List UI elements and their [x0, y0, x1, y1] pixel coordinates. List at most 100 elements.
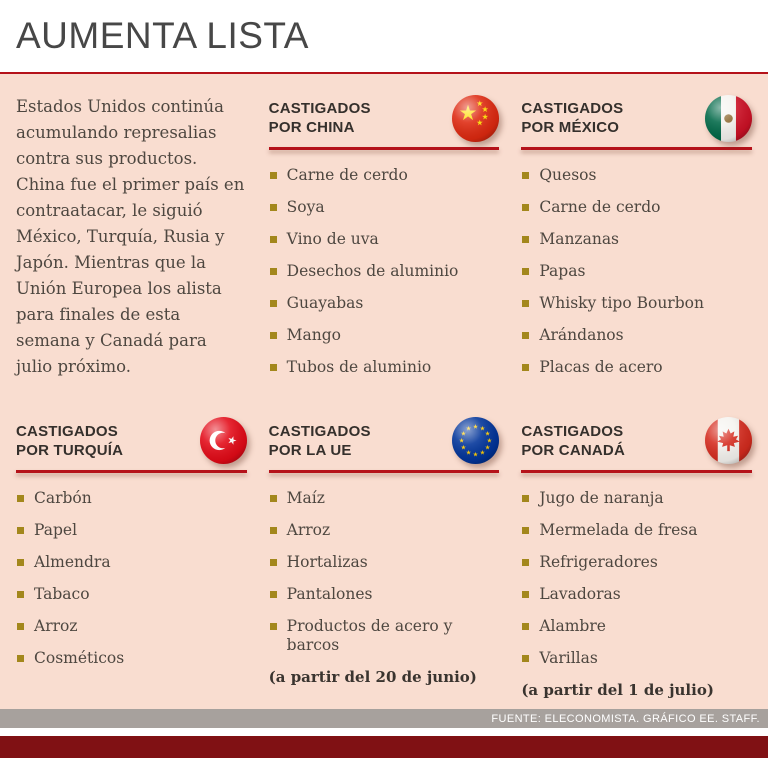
section-underline [521, 147, 752, 150]
section-title: CASTIGADOS POR TURQUÍA [16, 422, 123, 460]
list-item-label: Jugo de naranja [539, 488, 664, 507]
bullet-icon [522, 590, 530, 598]
list-item-label: Almendra [34, 552, 111, 571]
list-item: Quesos [521, 166, 752, 185]
bullet-icon [269, 494, 277, 502]
list-item-label: Arándanos [539, 326, 624, 344]
list-item: Mango [269, 326, 500, 345]
bullet-icon [17, 526, 24, 534]
list-item: Maíz [269, 489, 500, 508]
list-item: Papas [521, 262, 752, 281]
canada-flag-icon [705, 417, 752, 464]
section-title-line2: POR LA UE [268, 441, 352, 459]
bullet-icon [17, 622, 24, 630]
list-item-label: Vino de uva [286, 230, 379, 248]
list-item: Almendra [16, 553, 247, 572]
section-title-line2: POR CANADÁ [521, 441, 625, 459]
product-list: Quesos Carne de cerdo Manzanas Papas Whi… [521, 166, 752, 377]
bullet-icon [17, 494, 24, 502]
product-list: Carne de cerdo Soya Vino de uva Desechos… [269, 166, 500, 377]
section-title: CASTIGADOS POR CANADÁ [521, 422, 625, 460]
list-item-label: Carne de cerdo [286, 166, 408, 184]
footer-gap [0, 728, 768, 736]
list-item-label: Desechos de aluminio [286, 262, 459, 280]
list-item-label: Hortalizas [286, 552, 368, 571]
section-underline [521, 469, 752, 473]
bullet-icon [269, 268, 277, 275]
list-item: Hortalizas [269, 553, 500, 572]
mexico-flag-icon [705, 94, 752, 142]
list-item-label: Papel [34, 520, 78, 539]
bullet-icon [522, 332, 530, 339]
list-item: Carbón [16, 489, 247, 508]
bullet-icon [269, 332, 277, 339]
list-item-label: Tabaco [34, 584, 90, 603]
list-item: Tubos de aluminio [269, 358, 500, 377]
section-ue: CASTIGADOS POR LA UE [268, 417, 500, 704]
bullet-icon [269, 364, 277, 371]
list-item: Lavadoras [521, 585, 752, 604]
intro-paragraph: Estados Unidos continúa acumulando repre… [16, 97, 245, 376]
effective-date-note: (a partir del 20 de junio) [268, 667, 477, 686]
section-title-line1: CASTIGADOS [268, 100, 371, 117]
product-list: Carbón Papel Almendra Tabaco Arroz Cosmé… [16, 489, 247, 668]
list-item-label: Alambre [539, 616, 606, 635]
section-title-line1: CASTIGADOS [521, 100, 624, 117]
product-list: Jugo de naranja Mermelada de fresa Refri… [521, 489, 752, 668]
bullet-icon [269, 558, 277, 566]
list-item: Soya [269, 198, 500, 217]
list-item-label: Soya [286, 198, 325, 216]
list-item: Vino de uva [269, 230, 500, 249]
bullet-icon [522, 236, 530, 243]
bullet-icon [269, 622, 277, 630]
list-item-label: Mermelada de fresa [539, 520, 698, 539]
section-title: CASTIGADOS POR LA UE [269, 422, 371, 460]
list-item: Manzanas [521, 230, 752, 249]
list-item: Productos de acero y barcos [269, 617, 500, 655]
section-title-line2: POR CHINA [268, 119, 355, 136]
bullet-icon [269, 526, 277, 534]
intro-block: Estados Unidos continúa acumulando repre… [16, 94, 247, 395]
page-title: AUMENTA LISTA [16, 15, 309, 56]
eu-flag-icon [452, 417, 500, 464]
list-item: Jugo de naranja [521, 489, 752, 508]
list-item-label: Placas de acero [539, 358, 663, 376]
list-item: Carne de cerdo [269, 166, 500, 185]
list-item: Papel [16, 521, 247, 540]
bullet-icon [522, 558, 530, 566]
section-underline [268, 147, 500, 150]
list-item-label: Varillas [539, 648, 598, 667]
section-turquia: CASTIGADOS POR TURQUÍA Carbón Papel Alme… [16, 417, 247, 704]
bottom-accent-bar [0, 736, 768, 758]
section-underline [16, 469, 247, 473]
section-underline [268, 469, 500, 473]
list-item: Cosméticos [16, 649, 247, 668]
list-item: Desechos de aluminio [269, 262, 500, 281]
list-item: Arándanos [521, 326, 752, 345]
section-title: CASTIGADOS POR CHINA [269, 99, 371, 137]
section-header: CASTIGADOS POR CANADÁ [521, 417, 752, 465]
section-title-line2: POR TURQUÍA [16, 441, 124, 459]
bullet-icon [269, 590, 277, 598]
list-item: Carne de cerdo [521, 198, 752, 217]
bullet-icon [269, 172, 277, 179]
section-canada: CASTIGADOS POR CANADÁ Jugo de naranja Me… [521, 417, 752, 704]
bullet-icon [522, 172, 530, 179]
bullet-icon [522, 364, 530, 371]
bullet-icon [17, 558, 24, 566]
section-mexico: CASTIGADOS POR MÉXICO Quesos Carne de ce… [521, 94, 752, 395]
product-list: Maíz Arroz Hortalizas Pantalones Product… [269, 489, 500, 655]
list-item-label: Quesos [539, 166, 597, 184]
list-item-label: Arroz [34, 616, 78, 635]
section-header: CASTIGADOS POR MÉXICO [521, 94, 752, 142]
bullet-icon [17, 590, 24, 598]
list-item: Tabaco [16, 585, 247, 604]
section-header: CASTIGADOS POR TURQUÍA [16, 417, 247, 465]
china-flag-icon [452, 94, 500, 142]
list-item-label: Guayabas [286, 294, 364, 312]
list-item-label: Maíz [286, 488, 325, 507]
list-item-label: Tubos de aluminio [286, 358, 432, 376]
list-item: Alambre [521, 617, 752, 636]
source-credit: FUENTE: ELECONOMISTA. GRÁFICO EE. STAFF. [491, 712, 760, 725]
header: AUMENTA LISTA [0, 0, 768, 72]
